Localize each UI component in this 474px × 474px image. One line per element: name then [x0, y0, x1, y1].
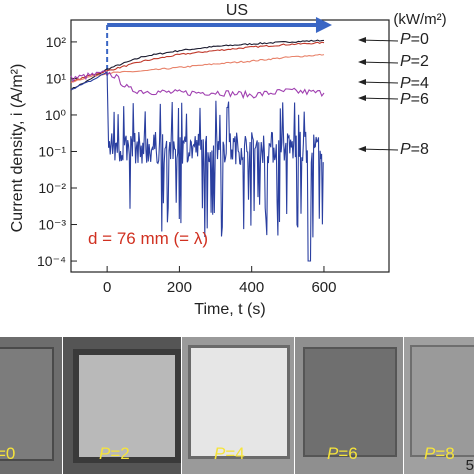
- y-tick-label: 10⁻²: [38, 180, 66, 196]
- series-label: P=0: [400, 31, 429, 48]
- series-label-arrowhead: [358, 79, 366, 85]
- photo-label-p4: P=4: [214, 444, 245, 463]
- photo-label-p6: P=6: [327, 444, 358, 463]
- series-line-p0: [70, 39, 325, 91]
- y-tick-label: 10¹: [46, 70, 67, 86]
- sample-surface: [73, 349, 181, 463]
- series-line-p2: [70, 41, 325, 84]
- y-tick-label: 10⁻³: [38, 217, 66, 233]
- series-line-p6: [70, 70, 325, 100]
- sample-photo-p0: =0: [0, 337, 62, 474]
- series-line-p4: [70, 53, 325, 83]
- photo-label-p2: P=2: [99, 444, 130, 463]
- sample-photo-p4: P=4: [182, 337, 294, 474]
- series-label-pointer: [359, 148, 399, 151]
- series-label-pointer: [359, 39, 399, 42]
- photo-label-p0: =0: [0, 444, 16, 463]
- sample-surface: [303, 347, 397, 457]
- y-tick-label: 10⁰: [45, 107, 67, 123]
- series-label: P=8: [400, 141, 429, 158]
- y-tick-label: 10⁻⁴: [37, 253, 66, 269]
- series-label: P=4: [400, 75, 429, 92]
- series-label-arrowhead: [358, 59, 366, 65]
- us-label: US: [226, 2, 248, 19]
- series-label-arrowhead: [358, 37, 366, 43]
- sample-surface: [0, 347, 54, 461]
- series-line-p8: [70, 70, 324, 262]
- sample-photo-p2: P=2: [63, 337, 181, 474]
- series-label-arrowhead: [358, 95, 366, 101]
- series-label: P=6: [400, 91, 429, 108]
- x-tick-label: 400: [239, 279, 264, 296]
- series-label-pointer: [359, 81, 399, 84]
- x-tick-label: 200: [167, 279, 192, 296]
- y-axis-label: Current density, i (A/m²): [9, 64, 26, 233]
- series-label-pointer: [359, 61, 399, 64]
- y-tick-label: 10²: [46, 34, 67, 50]
- units-label: (kW/m²): [393, 11, 446, 28]
- x-tick-label: 600: [311, 279, 336, 296]
- y-tick-label: 10⁻¹: [38, 143, 66, 159]
- series-label-pointer: [359, 97, 399, 100]
- current-density-chart: 0 200 400 600 10² 10¹ 10⁰ 10⁻¹ 10⁻² 10⁻³ 10⁻⁴ P=0 P=…: [9, 2, 447, 318]
- series-label: P=2: [400, 53, 429, 70]
- series-label-arrowhead: [358, 146, 366, 152]
- sample-surface: [188, 345, 290, 459]
- sample-photo-p6: P=6: [295, 337, 403, 474]
- distance-annotation: d = 76 mm (= λ): [88, 229, 208, 248]
- sample-surface: [410, 345, 474, 457]
- x-tick-label: 0: [103, 279, 111, 296]
- sample-photo-p8: P=8: [404, 337, 474, 474]
- sample-photo-strip: =0 P=2 P=4 P=6 P=8 5: [0, 337, 474, 474]
- x-axis-label: Time, t (s): [194, 301, 265, 318]
- photo-label-p8: P=8: [424, 444, 455, 463]
- us-arrowhead: [315, 17, 332, 33]
- figure-number-fragment: 5: [465, 457, 474, 474]
